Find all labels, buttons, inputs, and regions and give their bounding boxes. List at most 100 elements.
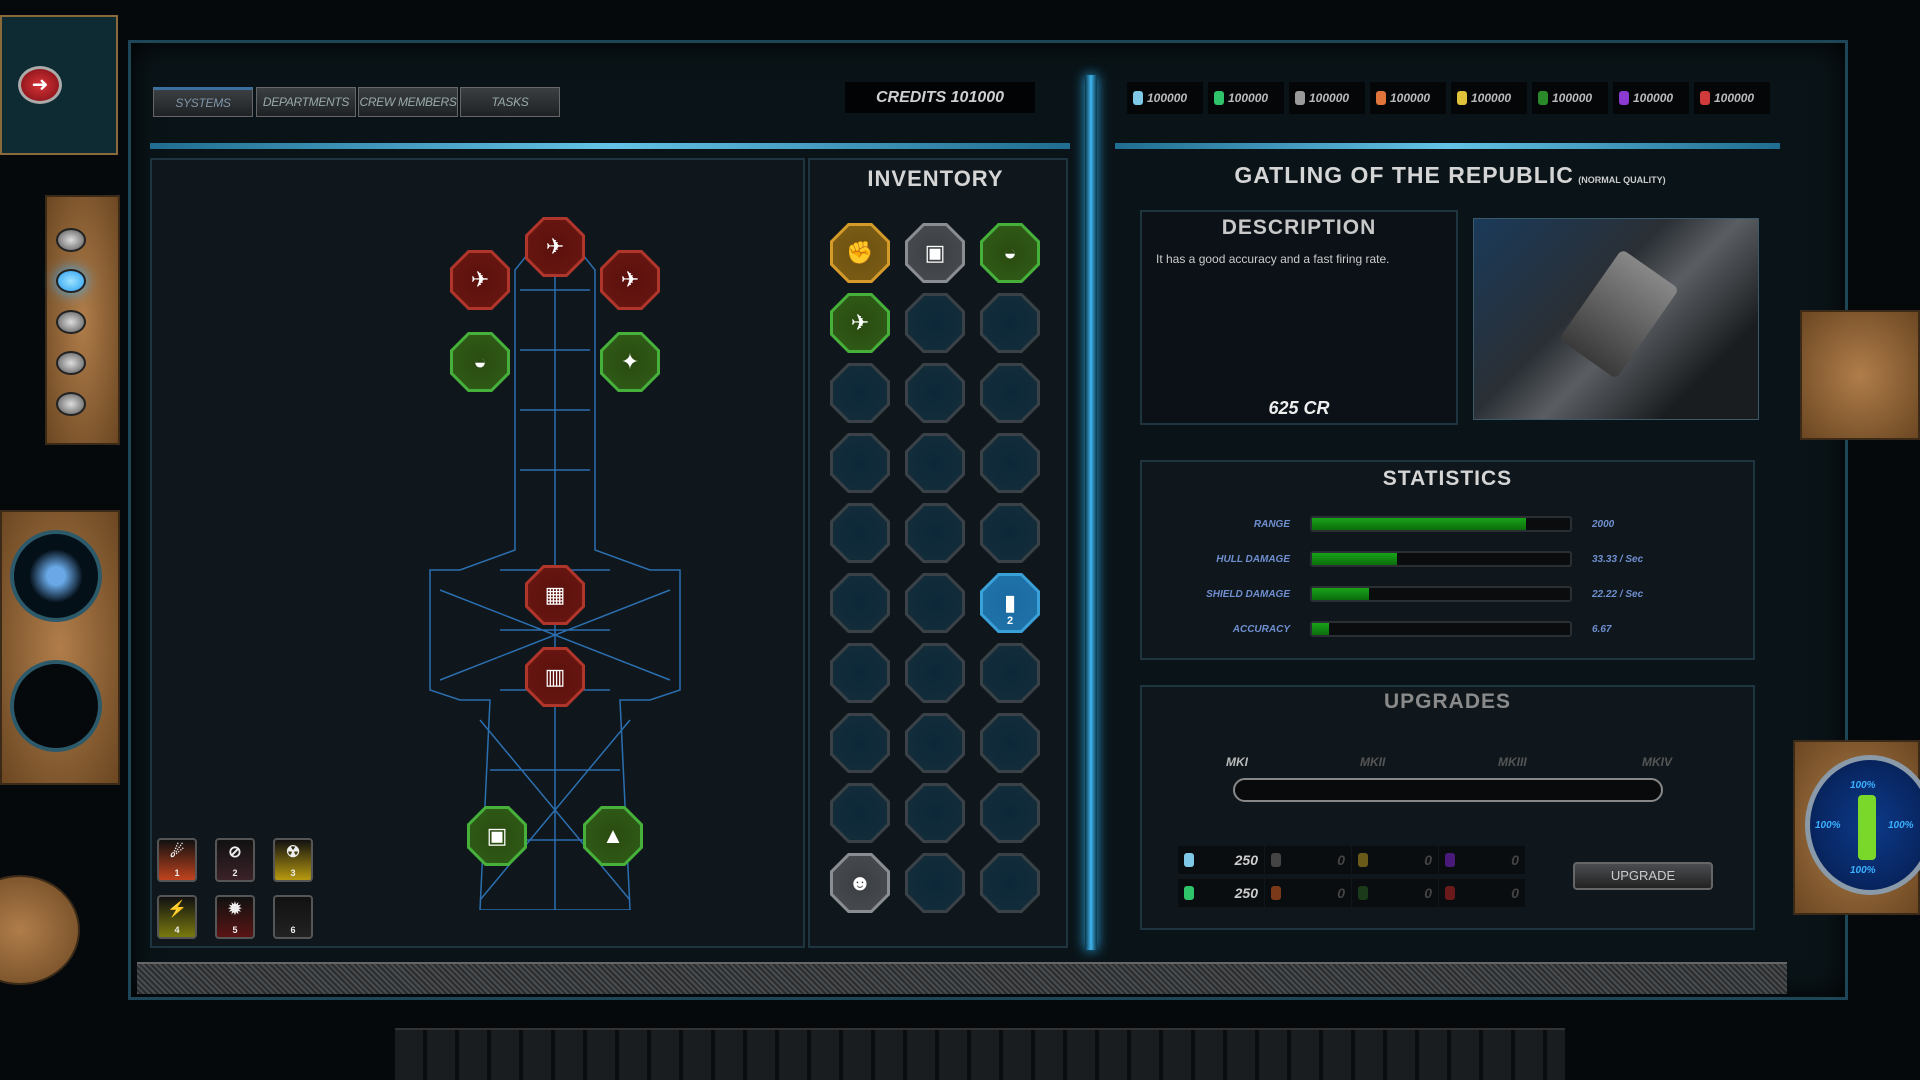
ship-slot[interactable]: ▥ bbox=[525, 647, 585, 707]
cost-amount: 250 bbox=[1234, 852, 1258, 868]
inventory-slot-empty[interactable] bbox=[905, 293, 965, 353]
gatling-icon: ✈ bbox=[603, 253, 657, 307]
inventory-slot-empty[interactable] bbox=[905, 573, 965, 633]
tab-tasks[interactable]: TASKS bbox=[460, 87, 560, 117]
cost-amount: 0 bbox=[1424, 885, 1432, 901]
stat-value: 33.33 / Sec bbox=[1592, 553, 1644, 565]
inventory-slot[interactable]: ▣ bbox=[905, 223, 965, 283]
inventory-slot-empty[interactable] bbox=[980, 363, 1040, 423]
right-dial-panel bbox=[1800, 310, 1920, 440]
inventory-slot-empty[interactable] bbox=[980, 713, 1040, 773]
item-name: GATLING OF THE REPUBLIC bbox=[1234, 162, 1574, 188]
ore-icon bbox=[1271, 886, 1281, 900]
statistics-title: STATISTICS bbox=[1382, 467, 1513, 490]
inventory-slot-empty[interactable] bbox=[830, 363, 890, 423]
gatling-icon: ✈ bbox=[453, 253, 507, 307]
ship-slot[interactable]: ▣ bbox=[467, 806, 527, 866]
inventory-slot-empty[interactable] bbox=[830, 573, 890, 633]
indicator-light-active[interactable] bbox=[56, 269, 86, 293]
log-screen[interactable] bbox=[10, 660, 102, 752]
stat-value: 22.22 / Sec bbox=[1592, 588, 1644, 600]
indicator-light[interactable] bbox=[56, 310, 86, 334]
ship-status-gauge[interactable]: 100% 100% 100% 100% bbox=[1805, 755, 1920, 895]
inventory-slot-empty[interactable] bbox=[980, 783, 1040, 843]
inventory-slot-empty[interactable] bbox=[980, 503, 1040, 563]
stat-label: RANGE bbox=[1253, 518, 1290, 530]
inventory-slot-empty[interactable] bbox=[980, 433, 1040, 493]
indicator-light[interactable] bbox=[56, 392, 86, 416]
resource-counter: 100000 bbox=[1208, 82, 1284, 114]
inventory-slot-empty[interactable] bbox=[905, 363, 965, 423]
header-bar-left bbox=[150, 143, 1070, 149]
tab-crew-members[interactable]: CREW MEMBERS bbox=[358, 87, 458, 117]
ability-slot[interactable]: 6 bbox=[273, 895, 313, 939]
inventory-slot-empty[interactable] bbox=[830, 713, 890, 773]
inventory-slot[interactable]: ✈ bbox=[830, 293, 890, 353]
stat-bar bbox=[1310, 516, 1572, 532]
ability-slot[interactable]: ✹ 5 bbox=[215, 895, 255, 939]
inventory-slot[interactable]: ☻ bbox=[830, 853, 890, 913]
cost-amount: 0 bbox=[1511, 885, 1519, 901]
ship-slot[interactable]: ✈ bbox=[525, 217, 585, 277]
level-mkii: MKII bbox=[1360, 755, 1386, 769]
resource-amount: 100000 bbox=[1714, 91, 1755, 105]
resource-amount: 100000 bbox=[1309, 91, 1350, 105]
inventory-slot-empty[interactable] bbox=[905, 503, 965, 563]
canister-icon: ▮ 2 bbox=[983, 576, 1037, 630]
ability-slot[interactable]: ⊘ 2 bbox=[215, 838, 255, 882]
gold-icon bbox=[1457, 91, 1467, 105]
stat-bar-fill bbox=[1312, 623, 1330, 635]
status-rear: 100% bbox=[1850, 865, 1876, 876]
indicator-light[interactable] bbox=[56, 351, 86, 375]
upgrade-button[interactable]: UPGRADE bbox=[1573, 862, 1713, 890]
ship-slot[interactable]: ▲ bbox=[583, 806, 643, 866]
missile-barrage-icon: ☄ bbox=[169, 844, 185, 861]
inventory-slot-empty[interactable] bbox=[830, 643, 890, 703]
inventory-slot-empty[interactable] bbox=[905, 713, 965, 773]
level-mkiii: MKIII bbox=[1498, 755, 1527, 769]
cost-amount: 0 bbox=[1511, 852, 1519, 868]
resource-amount: 100000 bbox=[1552, 91, 1593, 105]
inventory-slot-empty[interactable] bbox=[830, 433, 890, 493]
droplet-icon bbox=[1214, 91, 1224, 105]
cost-amount: 0 bbox=[1337, 885, 1345, 901]
inventory-title: INVENTORY bbox=[867, 166, 1004, 191]
header-bar-right bbox=[1115, 143, 1780, 149]
stat-bar-fill bbox=[1312, 518, 1527, 530]
inventory-slot-empty[interactable] bbox=[830, 503, 890, 563]
ship-slot[interactable]: ✈ bbox=[600, 250, 660, 310]
inventory-slot-empty[interactable] bbox=[830, 783, 890, 843]
ship-slot[interactable]: ✈ bbox=[450, 250, 510, 310]
tab-systems[interactable]: SYSTEMS bbox=[153, 87, 253, 117]
exit-button[interactable]: ➜ bbox=[18, 66, 62, 104]
ship-slot[interactable]: ▦ bbox=[525, 565, 585, 625]
inventory-slot[interactable]: ✊ bbox=[830, 223, 890, 283]
description-text: It has a good accuracy and a fast firing… bbox=[1156, 252, 1390, 266]
inventory-slot[interactable]: ◒ bbox=[980, 223, 1040, 283]
inventory-slot[interactable]: ▮ 2 bbox=[980, 573, 1040, 633]
ability-slot[interactable]: ⚡ 4 bbox=[157, 895, 197, 939]
inventory-slot-empty[interactable] bbox=[905, 783, 965, 843]
item-preview-image bbox=[1473, 218, 1759, 420]
inventory-slot-empty[interactable] bbox=[980, 853, 1040, 913]
ship-slot[interactable]: ◒ bbox=[450, 332, 510, 392]
tab-departments[interactable]: DEPARTMENTS bbox=[256, 87, 356, 117]
inventory-slot-empty[interactable] bbox=[905, 643, 965, 703]
ability-slot[interactable]: ☄ 1 bbox=[157, 838, 197, 882]
gold-icon bbox=[1358, 853, 1368, 867]
advisor-portrait[interactable] bbox=[10, 530, 102, 622]
upgrade-cost: 0 bbox=[1265, 879, 1351, 907]
canister-icon bbox=[1619, 91, 1629, 105]
inventory-slot-empty[interactable] bbox=[905, 853, 965, 913]
resource-counter: 100000 bbox=[1127, 82, 1203, 114]
indicator-light[interactable] bbox=[56, 228, 86, 252]
inventory-slot-empty[interactable] bbox=[980, 293, 1040, 353]
inventory-slot-empty[interactable] bbox=[905, 433, 965, 493]
bottom-grille bbox=[137, 962, 1787, 994]
resource-amount: 100000 bbox=[1390, 91, 1431, 105]
ship-slot[interactable]: ✦ bbox=[600, 332, 660, 392]
radiation-icon: ☢ bbox=[285, 844, 301, 861]
upgrade-progress-track bbox=[1233, 778, 1663, 802]
inventory-slot-empty[interactable] bbox=[980, 643, 1040, 703]
ability-slot[interactable]: ☢ 3 bbox=[273, 838, 313, 882]
